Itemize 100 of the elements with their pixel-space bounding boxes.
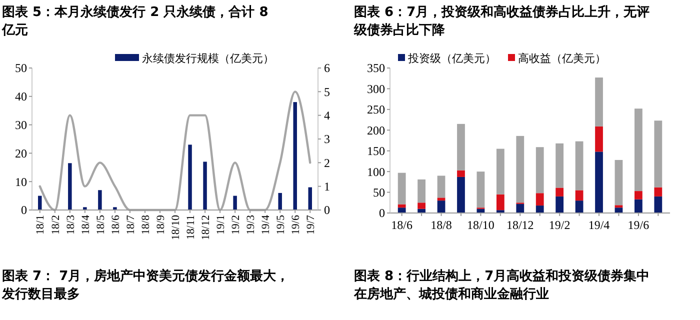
y-tick-label: 150 (367, 144, 385, 158)
bar (83, 207, 87, 210)
bar (457, 124, 465, 170)
x-tick-label: 18/3 (64, 214, 77, 235)
bar (556, 143, 564, 188)
y-tick-label: 300 (367, 82, 385, 96)
bar (437, 198, 446, 201)
x-tick-label: 18/4 (80, 214, 92, 235)
x-tick-label: 18/8 (140, 214, 152, 235)
y2-tick-label: 1 (324, 180, 330, 194)
bar (496, 148, 504, 194)
x-tick-label: 19/3 (244, 214, 257, 235)
bar (634, 199, 642, 213)
chart-title: 图表 5：本月永续债发行 2 只永续债，合计 8 亿元 (1, 4, 268, 38)
bar (634, 108, 642, 192)
x-tick-label: 18/8 (430, 218, 452, 232)
bar (233, 196, 237, 210)
line-series (38, 90, 312, 212)
y2-tick-label: 6 (324, 61, 330, 76)
x-tick-label: 18/5 (94, 214, 107, 235)
y-tick-label: 100 (367, 164, 385, 179)
y-tick-label: 40 (15, 90, 27, 104)
text: 图表 8：行业结构上，7月高收益和投资级债券集中在房地产、城投债和商业金融行业 (353, 268, 650, 302)
bar (418, 179, 426, 203)
y-tick-label: 0 (21, 203, 27, 218)
bar (278, 192, 282, 210)
legend-label: 永续债发行规模（亿美元） (142, 52, 274, 65)
x-tick-label: 19/4 (260, 214, 272, 235)
bar (556, 196, 564, 213)
bar (536, 147, 544, 194)
y-tick-label: 50 (15, 61, 27, 76)
x-tick-label: 18/6 (391, 218, 413, 232)
bar (457, 176, 465, 213)
bar (575, 190, 584, 201)
bar (575, 200, 584, 213)
y-tick-label: 250 (367, 102, 385, 117)
x-tick-label: 19/4 (588, 218, 610, 232)
bar (496, 194, 504, 210)
bar (398, 204, 406, 208)
x-tick-label: 19/6 (628, 218, 650, 232)
x-tick-label: 18/11 (184, 215, 197, 240)
legend-label: 高收益（亿美元） (518, 52, 606, 65)
bar (418, 202, 426, 209)
y2-tick-label: 5 (324, 84, 330, 99)
x-tick-label: 19/5 (274, 214, 287, 235)
chart-title: 图表 6：7月，投资级和高收益债券占比上升，无评级债券占比下降 (353, 4, 650, 38)
y-tick-label: 10 (15, 174, 27, 189)
bar (614, 160, 623, 206)
x-tick-label: 18/12 (506, 218, 534, 232)
bar (113, 207, 117, 210)
y-tick-label: 30 (15, 118, 27, 132)
x-tick-label: 18/10 (170, 214, 182, 240)
bar (437, 200, 446, 213)
x-tick-label: 18/7 (124, 214, 137, 235)
bar (293, 102, 297, 210)
x-tick-label: 18/9 (154, 214, 167, 235)
bar (556, 188, 564, 196)
y-tick-label: 200 (367, 123, 385, 138)
y2-tick-label: 2 (324, 156, 330, 170)
bar (437, 176, 446, 198)
y-tick-label: 350 (367, 61, 385, 76)
bar (654, 196, 662, 213)
y2-tick-label: 4 (324, 108, 330, 123)
bar (634, 191, 642, 200)
bar (38, 196, 42, 210)
bar (398, 172, 406, 204)
x-tick-label: 19/1 (214, 215, 227, 235)
legend-label: 投资级（亿美元） (407, 52, 496, 65)
x-tick-label: 18/6 (110, 214, 122, 235)
bar (595, 78, 603, 126)
bar (516, 136, 524, 203)
x-tick-label: 19/2 (230, 215, 242, 235)
x-tick-label: 19/2 (548, 218, 570, 232)
bar (68, 163, 72, 210)
y2-tick-label: 0 (324, 203, 330, 218)
bar (536, 206, 544, 213)
y-tick-label: 20 (15, 146, 27, 160)
bar (188, 144, 192, 210)
bar (203, 162, 207, 210)
bar (98, 190, 102, 210)
bar (595, 152, 603, 213)
bar (516, 204, 524, 213)
y-tick-label: 0 (379, 206, 385, 220)
bar (398, 208, 406, 213)
x-tick-label: 18/10 (467, 218, 494, 232)
x-tick-label: 19/7 (304, 214, 317, 235)
bar (457, 170, 465, 177)
bar (595, 126, 603, 152)
bar (654, 120, 662, 188)
bar (308, 187, 312, 210)
bar (575, 141, 584, 190)
x-tick-label: 19/6 (290, 214, 302, 235)
bar (654, 187, 662, 196)
y2-tick-label: 3 (324, 132, 330, 146)
y-tick-label: 50 (373, 185, 385, 200)
x-tick-label: 18/12 (200, 215, 212, 240)
x-tick-label: 18/2 (50, 215, 62, 235)
bar (536, 193, 544, 206)
bar (614, 205, 623, 208)
bar (476, 172, 485, 208)
